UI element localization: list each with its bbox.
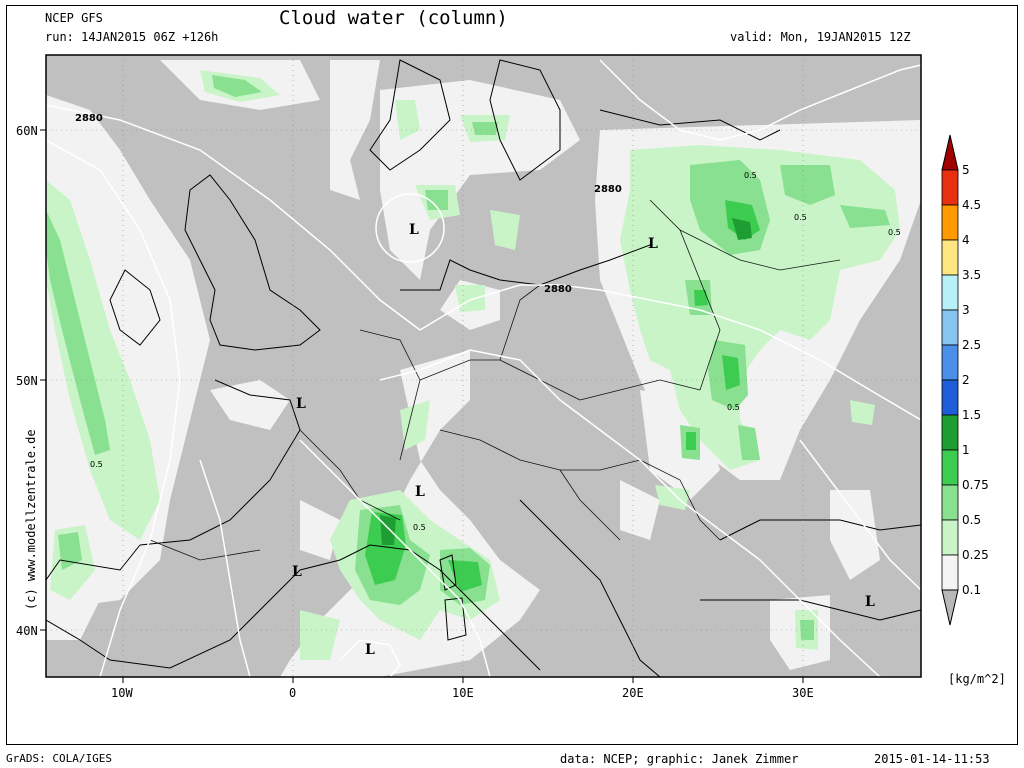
lon-label: 10W bbox=[111, 686, 133, 700]
colorbar-label: 5 bbox=[962, 163, 970, 177]
cloud-band-1 bbox=[380, 218, 752, 545]
colorbar-label: 0.5 bbox=[962, 513, 981, 527]
low-pressure-marker: L bbox=[409, 222, 419, 238]
colorbar-swatch bbox=[941, 484, 959, 521]
contour-label: 2880 bbox=[594, 184, 622, 195]
colorbar-swatch bbox=[941, 239, 959, 276]
country-borders bbox=[149, 199, 841, 561]
cloud-band-0.75 bbox=[365, 200, 760, 592]
cloud-value-label: 0.5 bbox=[794, 213, 807, 222]
colorbar-swatch bbox=[941, 554, 959, 591]
low-pressure-marker: L bbox=[292, 564, 302, 580]
cloud-value-label: 0.5 bbox=[888, 228, 901, 237]
colorbar-label: 3.5 bbox=[962, 268, 981, 282]
run-info: run: 14JAN2015 06Z +126h bbox=[45, 30, 219, 44]
colorbar-label: 2.5 bbox=[962, 338, 981, 352]
colorbar-swatch bbox=[941, 344, 959, 381]
colorbar-bottom-arrow bbox=[941, 589, 959, 626]
colorbar-label: 0.75 bbox=[962, 478, 989, 492]
low-pressure-marker: L bbox=[865, 594, 875, 610]
low-pressure-marker: L bbox=[648, 236, 658, 252]
axis-ticks bbox=[40, 129, 804, 683]
colorbar-label: 3 bbox=[962, 303, 970, 317]
lat-label: 50N bbox=[16, 374, 38, 388]
colorbar-label: 1.5 bbox=[962, 408, 981, 422]
cloud-value-label: 0.5 bbox=[90, 460, 103, 469]
lon-label: 0 bbox=[289, 686, 296, 700]
lat-label: 40N bbox=[16, 624, 38, 638]
colorbar-label: 0.25 bbox=[962, 548, 989, 562]
footer-software: GrADS: COLA/IGES bbox=[6, 752, 112, 765]
colorbar-swatch bbox=[941, 414, 959, 451]
colorbar-swatch bbox=[941, 169, 959, 206]
low-pressure-marker: L bbox=[296, 396, 306, 412]
colorbar-label: 0.1 bbox=[962, 583, 981, 597]
valid-time: valid: Mon, 19JAN2015 12Z bbox=[730, 30, 911, 44]
low-pressure-marker: L bbox=[365, 642, 375, 658]
model-name: NCEP GFS bbox=[45, 11, 103, 25]
figure-frame bbox=[6, 5, 1018, 745]
colorbar-label: 4.5 bbox=[962, 198, 981, 212]
footer-timestamp: 2015-01-14-11:53 bbox=[874, 752, 990, 766]
footer-credits: data: NCEP; graphic: Janek Zimmer bbox=[560, 752, 799, 766]
geopotential-contours bbox=[46, 59, 921, 677]
cloud-band-0.25 bbox=[46, 70, 900, 660]
colorbar-label: 4 bbox=[962, 233, 970, 247]
watermark: (c) www.modellzentrale.de bbox=[24, 429, 38, 610]
colorbar-swatch bbox=[941, 309, 959, 346]
lon-label: 20E bbox=[622, 686, 644, 700]
colorbar-swatch bbox=[941, 449, 959, 486]
colorbar-label: 1 bbox=[962, 443, 970, 457]
coastlines bbox=[46, 59, 921, 677]
colorbar-swatch bbox=[941, 204, 959, 241]
colorbar-swatch bbox=[941, 379, 959, 416]
map-border bbox=[45, 54, 922, 678]
colorbar: 5 4.5 4 3.5 3 2.5 2 1.5 1 0.75 0.5 0.25 0.1 bbox=[941, 134, 989, 626]
lat-label: 60N bbox=[16, 124, 38, 138]
colorbar-swatch bbox=[941, 274, 959, 311]
colorbar-top-arrow bbox=[941, 134, 959, 171]
map-labels: 2880 2880 2880 0.5 0.5 0.5 0.5 0.5 0.5 L… bbox=[75, 113, 901, 658]
lon-label: 10E bbox=[452, 686, 474, 700]
colorbar-label: 2 bbox=[962, 373, 970, 387]
colorbar-swatch bbox=[941, 519, 959, 556]
colorbar-unit: [kg/m^2] bbox=[948, 672, 1006, 686]
map-title: Cloud water (column) bbox=[279, 7, 508, 29]
cloud-value-label: 0.5 bbox=[727, 403, 740, 412]
cloud-value-label: 0.5 bbox=[413, 523, 426, 532]
low-pressure-marker: L bbox=[415, 484, 425, 500]
contour-label: 2880 bbox=[544, 284, 572, 295]
graticule bbox=[46, 55, 921, 677]
cloud-value-label: 0.5 bbox=[744, 171, 757, 180]
contour-label: 2880 bbox=[75, 113, 103, 124]
lon-label: 30E bbox=[792, 686, 814, 700]
